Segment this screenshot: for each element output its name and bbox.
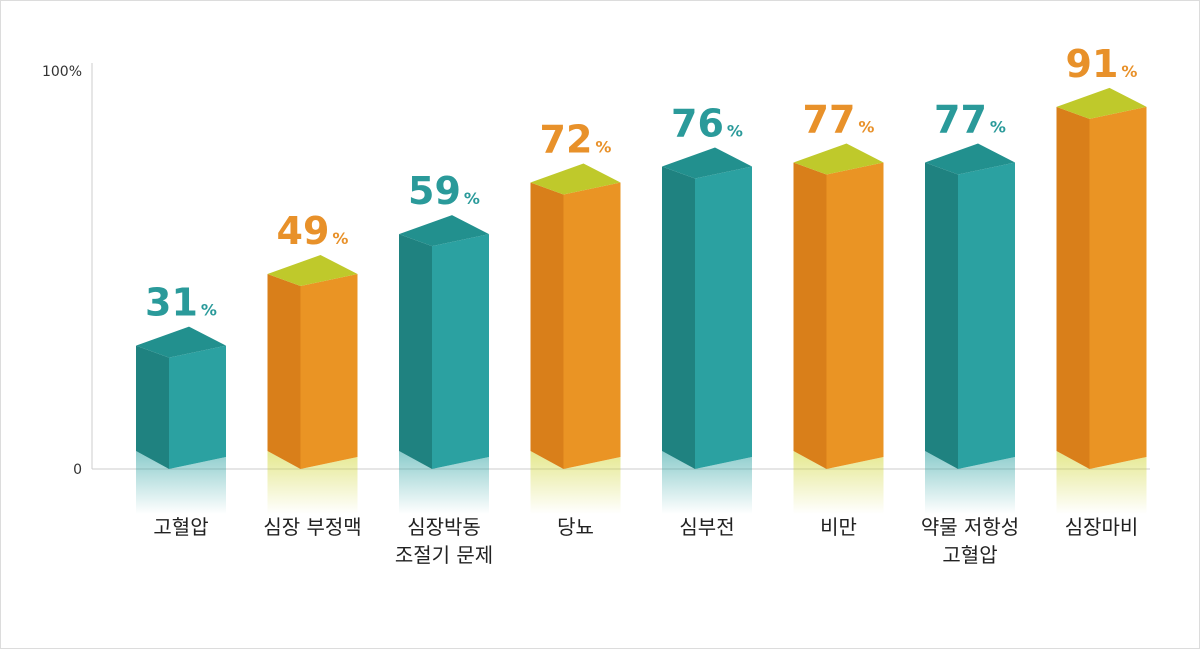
bar-side-face xyxy=(399,234,432,469)
data-label: 91% xyxy=(1066,42,1138,86)
category-label-line: 심부전 xyxy=(679,515,734,539)
data-label-suffix: % xyxy=(858,118,874,137)
bar xyxy=(793,143,884,514)
bar xyxy=(136,326,226,514)
data-label: 59% xyxy=(408,169,480,213)
data-label-value: 72 xyxy=(540,117,593,161)
category-label-line: 약물 저항성 xyxy=(921,515,1019,539)
category-label-line: 심장박동 xyxy=(407,515,481,539)
data-label-value: 31 xyxy=(145,281,198,325)
bar-side-face xyxy=(662,166,695,469)
bar-reflection xyxy=(399,451,489,514)
bar-top-face xyxy=(662,147,752,179)
data-label-value: 49 xyxy=(277,209,330,253)
bar-front-face xyxy=(563,182,621,469)
bar xyxy=(662,147,752,514)
bar-side-face xyxy=(530,182,564,469)
data-label-suffix: % xyxy=(464,189,480,208)
bar-reflection xyxy=(136,451,226,514)
bar-side-face xyxy=(793,162,827,470)
bar-top-face xyxy=(399,215,489,247)
bar xyxy=(399,215,489,514)
bar-front-face xyxy=(1089,106,1147,469)
data-label: 77% xyxy=(934,98,1006,142)
category-label: 고혈압 xyxy=(153,515,208,539)
data-label-value: 77 xyxy=(934,98,987,142)
data-label-suffix: % xyxy=(201,301,217,320)
y-tick-label: 100% xyxy=(42,64,82,80)
bar-side-face xyxy=(925,162,958,470)
bar-top-face xyxy=(267,254,358,286)
bar-front-face xyxy=(695,166,752,469)
category-label: 심부전 xyxy=(679,515,734,539)
category-label-line: 심장마비 xyxy=(1065,515,1139,539)
category-label-line: 조절기 문제 xyxy=(395,543,493,567)
bar-front-face xyxy=(300,273,358,469)
bars-layer xyxy=(136,87,1147,514)
data-label: 76% xyxy=(671,102,743,146)
bar-reflection xyxy=(793,451,884,514)
bar xyxy=(530,163,621,514)
category-label-line: 고혈압 xyxy=(942,543,997,567)
bar-top-face xyxy=(1056,87,1147,119)
data-label-value: 77 xyxy=(803,98,856,142)
data-label-suffix: % xyxy=(990,118,1006,137)
data-label-suffix: % xyxy=(332,229,348,248)
category-label-line: 고혈압 xyxy=(153,515,208,539)
data-label-suffix: % xyxy=(595,137,611,156)
data-label-value: 59 xyxy=(408,169,461,213)
bar-side-face xyxy=(267,273,301,469)
bar-front-face xyxy=(826,162,884,470)
bar-front-face xyxy=(958,162,1015,470)
bar-top-face xyxy=(793,143,884,175)
data-label-suffix: % xyxy=(1121,62,1137,81)
bar-top-face xyxy=(530,163,621,195)
category-label-line: 심장 부정맥 xyxy=(263,515,361,539)
bar xyxy=(1056,87,1147,514)
bar-reflection xyxy=(267,451,358,514)
data-label-value: 91 xyxy=(1066,42,1119,86)
bar-reflection xyxy=(530,451,621,514)
category-label: 당뇨 xyxy=(557,515,594,539)
category-label-line: 비만 xyxy=(820,515,857,539)
data-label: 49% xyxy=(277,209,349,253)
bar-side-face xyxy=(1056,106,1090,469)
data-label: 77% xyxy=(803,98,875,142)
bar-front-face xyxy=(169,345,226,469)
bar-top-face xyxy=(136,326,226,358)
bar-front-face xyxy=(432,234,489,469)
data-label-value: 76 xyxy=(671,102,724,146)
category-label: 비만 xyxy=(820,515,857,539)
category-label-line: 당뇨 xyxy=(557,515,594,539)
category-label: 심장마비 xyxy=(1065,515,1139,539)
bar-reflection xyxy=(662,451,752,514)
y-tick-label: 0 xyxy=(73,462,82,478)
data-label-suffix: % xyxy=(727,122,743,141)
bar-reflection xyxy=(925,451,1015,514)
category-label: 심장 부정맥 xyxy=(263,515,361,539)
bar-reflection xyxy=(1056,451,1147,514)
data-label: 72% xyxy=(540,117,612,161)
bar-side-face xyxy=(136,345,169,469)
bar xyxy=(267,254,358,514)
bar-top-face xyxy=(925,143,1015,175)
bar xyxy=(925,143,1015,514)
data-label: 31% xyxy=(145,281,217,325)
